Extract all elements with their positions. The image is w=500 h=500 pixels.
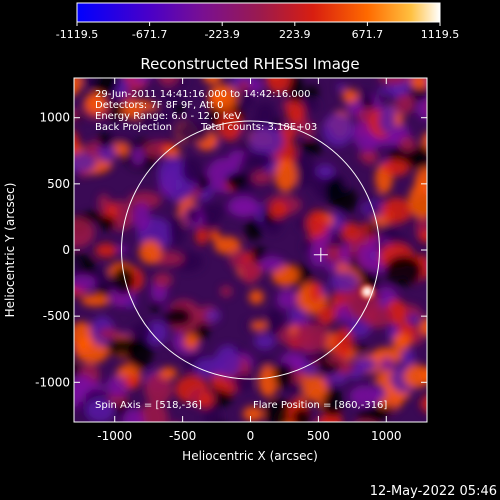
x-tick-label: -500: [169, 429, 196, 443]
timestamp: 12-May-2022 05:46: [370, 484, 497, 499]
y-tick-label: 1000: [39, 111, 70, 125]
heatmap-texture: [74, 78, 427, 422]
colorbar-ticks: -1119.5 -671.7 -223.9 223.9 671.7 1119.5: [56, 22, 459, 41]
x-tick-label: -1000: [97, 429, 132, 443]
x-tick-label: 500: [307, 429, 330, 443]
plot-area: -1000 -500 0 500 1000 -1000 -500 0 500 1000: [35, 77, 428, 443]
x-tick-label: 0: [247, 429, 255, 443]
spin-axis-marker: [313, 247, 328, 262]
annotation-total-counts: Total counts: 3.18E+03: [200, 122, 317, 133]
annotation-block: 29-Jun-2011 14:41:16.000 to 14:42:16.000…: [95, 89, 317, 133]
y-axis-label: Heliocentric Y (arcsec): [3, 183, 17, 318]
colorbar-tick-label: 223.9: [279, 28, 311, 41]
colorbar-tick-label: 1119.5: [421, 28, 460, 41]
annotation-method: Back Projection: [95, 122, 172, 133]
colorbar-tick-label: 671.7: [352, 28, 384, 41]
y-tick-label: -500: [43, 309, 70, 323]
solar-limb-circle: [121, 120, 380, 380]
x-tick-label: 1000: [371, 429, 402, 443]
heatmap-image: [74, 78, 427, 422]
colorbar-gradient: [76, 2, 441, 23]
annotation-time-range: 29-Jun-2011 14:41:16.000 to 14:42:16.000: [95, 89, 311, 100]
colorbar-tick-label: -1119.5: [56, 28, 98, 41]
spin-axis-label: Spin Axis = [518,-36]: [95, 400, 202, 411]
annotation-detectors: Detectors: 7F 8F 9F, Att 0: [95, 100, 223, 111]
y-tick-label: 500: [47, 177, 70, 191]
flare-position-label: Flare Position = [860,-316]: [253, 400, 387, 411]
colorbar-tick-label: -223.9: [204, 28, 239, 41]
colorbar-tick-label: -671.7: [132, 28, 167, 41]
colorbar: -1119.5 -671.7 -223.9 223.9 671.7 1119.5: [56, 2, 459, 41]
annotation-energy-range: Energy Range: 6.0 - 12.0 keV: [95, 111, 241, 122]
chart-title: Reconstructed RHESSI Image: [140, 55, 359, 73]
y-tick-label: -1000: [35, 375, 70, 389]
axis-ticks: -1000 -500 0 500 1000 -1000 -500 0 500 1000: [35, 78, 427, 443]
y-tick-label: 0: [62, 243, 70, 257]
x-axis-label: Heliocentric X (arcsec): [182, 449, 318, 463]
